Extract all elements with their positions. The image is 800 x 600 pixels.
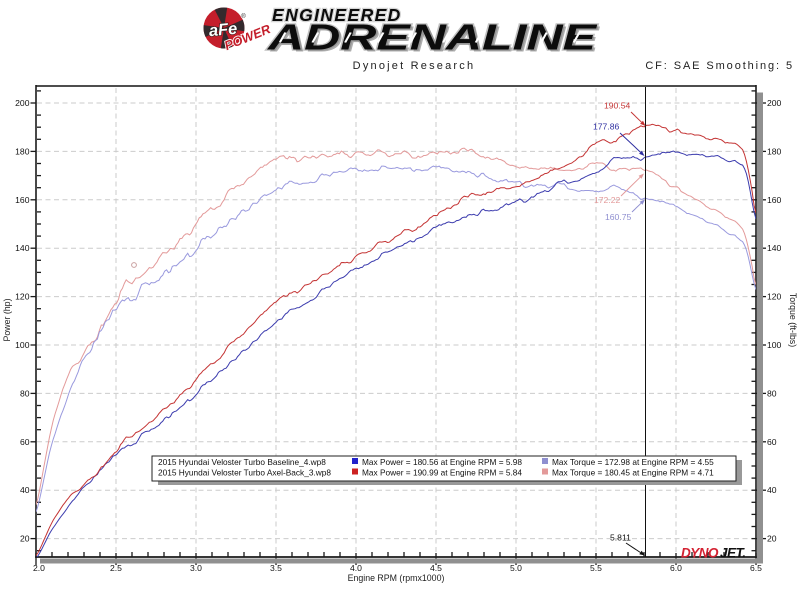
- svg-text:200: 200: [15, 98, 30, 108]
- svg-text:60: 60: [20, 437, 30, 447]
- svg-text:177.86: 177.86: [593, 122, 620, 132]
- svg-text:ADRENALINE: ADRENALINE: [270, 20, 601, 60]
- svg-text:172.22: 172.22: [594, 195, 621, 205]
- svg-text:160: 160: [15, 195, 30, 205]
- svg-text:60: 60: [767, 437, 777, 447]
- svg-text:®: ®: [241, 13, 246, 20]
- svg-text:5.5: 5.5: [590, 563, 602, 573]
- svg-text:80: 80: [767, 388, 777, 398]
- svg-text:2015 Hyundai Veloster Turbo Ax: 2015 Hyundai Veloster Turbo Axel-Back_3.…: [158, 468, 331, 478]
- svg-text:6.0: 6.0: [670, 563, 682, 573]
- svg-text:Max Power = 180.56 at Engine R: Max Power = 180.56 at Engine RPM = 5.98: [362, 457, 522, 467]
- svg-text:DYNO: DYNO: [681, 546, 719, 561]
- svg-text:120: 120: [15, 292, 30, 302]
- svg-text:Dynojet Research: Dynojet Research: [353, 60, 476, 72]
- svg-text:Max Torque = 180.45 at Engine: Max Torque = 180.45 at Engine RPM = 4.71: [552, 468, 714, 478]
- svg-text:20: 20: [767, 534, 777, 544]
- svg-text:Engine RPM (rpmx1000): Engine RPM (rpmx1000): [348, 573, 445, 583]
- svg-text:ENGINEERED: ENGINEERED: [272, 5, 402, 25]
- svg-text:180: 180: [767, 146, 782, 156]
- svg-text:160.75: 160.75: [605, 212, 632, 222]
- svg-text:ENGINEERED: ENGINEERED: [272, 5, 402, 25]
- svg-text:4.0: 4.0: [350, 563, 362, 573]
- svg-text:200: 200: [767, 98, 782, 108]
- svg-text:Torque (ft-lbs): Torque (ft-lbs): [788, 293, 798, 347]
- svg-text:3.0: 3.0: [190, 563, 202, 573]
- svg-text:20: 20: [20, 534, 30, 544]
- svg-text:ADRENALINE: ADRENALINE: [267, 18, 598, 58]
- svg-text:40: 40: [20, 485, 30, 495]
- svg-text:4.5: 4.5: [430, 563, 442, 573]
- svg-text:Max Power = 190.99 at Engine R: Max Power = 190.99 at Engine RPM = 5.84: [362, 468, 522, 478]
- svg-text:Power (hp): Power (hp): [2, 298, 12, 341]
- svg-text:120: 120: [767, 292, 782, 302]
- svg-text:Max Torque = 172.98 at Engine: Max Torque = 172.98 at Engine RPM = 4.55: [552, 457, 714, 467]
- svg-text:5.811: 5.811: [610, 533, 631, 543]
- svg-text:ADRENALINE: ADRENALINE: [267, 18, 598, 58]
- svg-text:6.5: 6.5: [750, 563, 762, 573]
- svg-text:JET.: JET.: [720, 546, 746, 561]
- svg-text:5.0: 5.0: [510, 563, 522, 573]
- svg-text:80: 80: [20, 388, 30, 398]
- svg-text:2015 Hyundai Veloster Turbo Ba: 2015 Hyundai Veloster Turbo Baseline_4.w…: [158, 457, 326, 467]
- svg-text:2.0: 2.0: [33, 563, 45, 573]
- svg-text:100: 100: [767, 340, 782, 350]
- svg-text:190.54: 190.54: [604, 101, 631, 111]
- svg-text:140: 140: [767, 243, 782, 253]
- svg-text:CF: SAE Smoothing: 5: CF: SAE Smoothing: 5: [645, 60, 794, 72]
- svg-text:140: 140: [15, 243, 30, 253]
- svg-text:100: 100: [15, 340, 30, 350]
- svg-text:2.5: 2.5: [110, 563, 122, 573]
- svg-text:3.5: 3.5: [270, 563, 282, 573]
- svg-text:40: 40: [767, 485, 777, 495]
- svg-text:160: 160: [767, 195, 782, 205]
- svg-text:aFe: aFe: [208, 20, 238, 40]
- svg-text:180: 180: [15, 146, 30, 156]
